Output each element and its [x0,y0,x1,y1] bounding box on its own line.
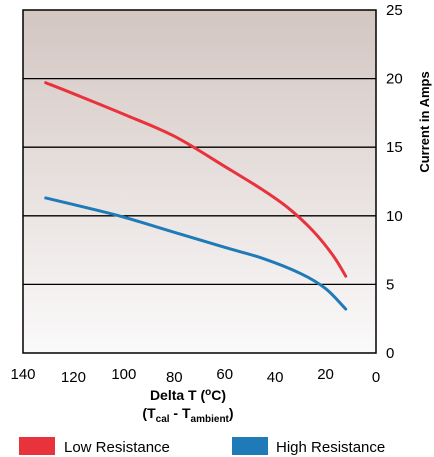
data-point-high-resistance-7 [324,287,327,290]
y-tick-labels: 0 5 10 15 20 25 [386,2,403,362]
data-point-high-resistance-4 [223,246,226,249]
data-point-high-resistance-1 [84,206,88,209]
y-axis-label: Current in Amps [417,71,432,172]
x-axis-label-line2: (Tcal - Tambient) [142,405,233,425]
data-point-high-resistance-6 [299,272,302,275]
x-tick-label-140: 140 [10,366,35,383]
series-line-low-resistance [44,81,348,278]
y-tick-label-5: 5 [386,276,394,293]
data-point-low-resistance-5 [261,188,264,191]
y-tick-label-15: 15 [386,139,403,156]
plot-area [23,10,376,353]
x-tick-label-80: 80 [166,369,183,386]
x-tick-label-0: 0 [372,369,380,386]
x-label-open: (T [142,405,156,421]
data-point-high-resistance-8 [344,307,347,311]
x-label-sub-cal: cal [156,414,170,425]
x-tick-label-40: 40 [267,369,284,386]
x-label-close: ) [229,405,234,421]
gridlines [23,77,376,286]
data-point-high-resistance-3 [173,231,176,234]
plot-frame [22,9,377,354]
y-tick-label-0: 0 [386,345,394,362]
data-point-high-resistance-2 [122,215,126,219]
y-tick-label-20: 20 [386,71,403,88]
legend-label-low-resistance: Low Resistance [64,439,170,456]
x-axis-label-line1: Delta T (oC) [150,387,226,403]
x-label-sub-ambient: ambient [191,414,230,425]
data-point-low-resistance-1 [72,92,75,95]
x-label-minus-t: - T [170,405,191,421]
x-tick-label-100: 100 [111,366,136,383]
data-point-low-resistance-6 [286,206,289,209]
y-tick-label-10: 10 [386,208,403,225]
legend-swatch-low-resistance [19,437,55,455]
legend: Low Resistance High Resistance [19,437,385,456]
data-point-low-resistance-3 [173,135,176,138]
x-tick-label-20: 20 [317,366,334,383]
y-tick-label-25: 25 [386,2,403,19]
legend-label-high-resistance: High Resistance [276,439,385,456]
data-point-low-resistance-8 [331,254,335,257]
data-point-low-resistance-9 [344,274,347,278]
x-tick-label-60: 60 [216,366,233,383]
x-label-unit: C) [211,387,226,403]
series-lines [44,81,348,311]
x-label-degree: o [205,387,211,398]
data-point-high-resistance-0 [44,196,47,200]
data-point-low-resistance-2 [122,113,126,116]
x-tick-label-120: 120 [61,369,86,386]
x-tick-labels: 140 120 100 80 60 40 20 0 [10,366,380,386]
data-point-low-resistance-4 [223,165,226,168]
legend-swatch-high-resistance [232,437,268,455]
data-point-low-resistance-7 [311,229,315,233]
data-point-high-resistance-5 [261,257,264,260]
data-point-low-resistance-0 [44,81,47,84]
x-label-main: Delta T ( [150,387,206,403]
